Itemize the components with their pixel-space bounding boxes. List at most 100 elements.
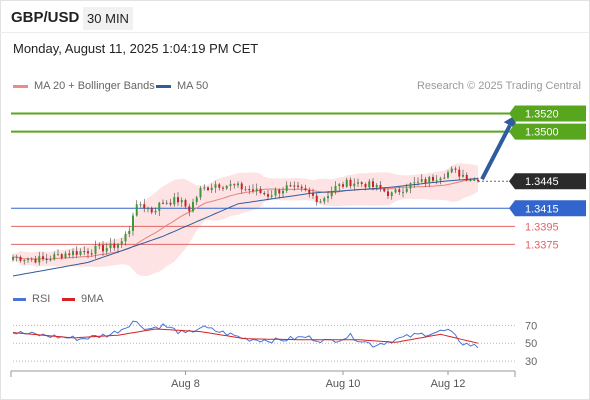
support-level-label: 1.3375 (525, 239, 559, 251)
x-tick-label: Aug 8 (171, 378, 200, 390)
candle (240, 181, 243, 194)
candle (165, 200, 168, 205)
candle (293, 181, 296, 191)
candle (169, 198, 172, 207)
candle (469, 178, 472, 182)
candle (177, 192, 179, 206)
x-tick-label: Aug 10 (326, 378, 361, 390)
candle (297, 181, 299, 190)
candle (477, 177, 479, 183)
candle (327, 191, 329, 203)
candle (338, 182, 341, 191)
candle (244, 185, 247, 192)
candle (473, 177, 476, 182)
candle (68, 249, 71, 259)
research-credit: Research © 2025 Trading Central (416, 80, 581, 92)
candle (312, 188, 314, 199)
rsi-ma-label: 9MA (81, 293, 104, 305)
candle (109, 238, 112, 252)
candle (360, 181, 363, 187)
candle (150, 206, 153, 215)
candle (398, 187, 401, 196)
support-level-label: 1.3395 (525, 221, 559, 233)
candle (375, 183, 378, 191)
candle (450, 166, 453, 174)
candle (49, 255, 52, 262)
candle (252, 184, 254, 194)
candle (72, 248, 74, 259)
bollinger-label: MA 20 + Bollinger Bands (34, 80, 155, 92)
candle (278, 188, 281, 199)
candle (225, 184, 228, 190)
target-level-label: 1.3520 (525, 109, 559, 121)
candle (368, 178, 371, 190)
candle (188, 203, 191, 217)
candle (417, 177, 419, 186)
candle (458, 166, 461, 180)
candle (353, 178, 356, 191)
candle (154, 207, 157, 215)
pivot-level-label: 1.3415 (525, 203, 559, 215)
ma50-swatch-icon (156, 84, 171, 88)
timeframe-button[interactable]: 30 MIN (83, 7, 133, 30)
candle (180, 197, 183, 207)
candle (98, 242, 101, 250)
candle (289, 181, 292, 188)
candle (233, 183, 236, 189)
ma20-line (12, 178, 479, 260)
symbol-title: GBP/USD (11, 9, 80, 26)
candle (94, 240, 97, 259)
candle (57, 249, 59, 256)
candle (210, 183, 213, 194)
candle (304, 184, 307, 192)
candle (102, 241, 104, 256)
candle (38, 252, 41, 266)
candle (87, 248, 89, 259)
candle (248, 185, 251, 195)
candle (409, 182, 412, 194)
candle (379, 181, 382, 192)
rsi-tick-label: 50 (525, 338, 537, 350)
legend-ma50: MA 50 (156, 80, 208, 92)
candle (195, 195, 198, 206)
candle (19, 255, 22, 263)
x-tick-label: Aug 12 (431, 378, 466, 390)
candle (64, 251, 67, 259)
candle (60, 253, 63, 260)
bollinger-swatch-icon (13, 84, 28, 88)
rsi-ma-swatch-icon (62, 297, 75, 301)
candle (439, 176, 442, 185)
candle (315, 192, 318, 206)
candle (162, 199, 164, 205)
candle (390, 191, 393, 200)
candle (432, 174, 434, 184)
candle (79, 248, 82, 257)
candle (349, 177, 352, 189)
candle (218, 182, 221, 191)
timestamp: Monday, August 11, 2025 1:04:19 PM CET (13, 41, 259, 56)
rsi-label: RSI (32, 293, 51, 305)
candle (285, 181, 288, 193)
candle (12, 254, 14, 262)
candle (357, 178, 359, 188)
candle (229, 180, 232, 191)
ma50-label: MA 50 (177, 80, 209, 92)
candle (42, 252, 44, 262)
candle (424, 176, 427, 188)
candle (364, 182, 367, 191)
candle (462, 169, 464, 178)
candle (319, 198, 322, 204)
last-price-tag (509, 173, 586, 190)
candle (45, 253, 48, 264)
candle (207, 186, 209, 192)
candle (158, 201, 161, 217)
candle (330, 186, 333, 200)
pivot-price-tag (509, 200, 586, 217)
candle (90, 249, 93, 257)
candle (203, 184, 206, 191)
candle (34, 255, 37, 264)
candle (53, 251, 56, 261)
target-level-label: 1.3500 (525, 127, 559, 139)
candle (237, 181, 239, 188)
candle (184, 198, 187, 209)
